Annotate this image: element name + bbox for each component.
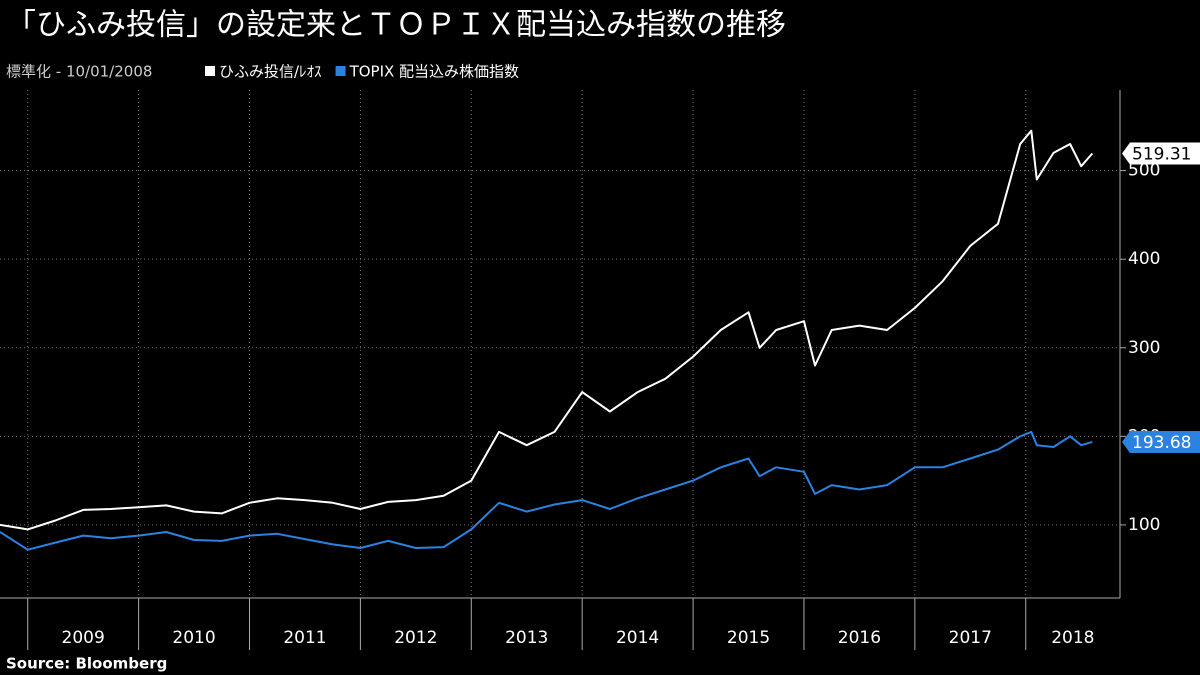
x-tick-label: 2013 [505, 628, 548, 648]
end-label-box [1122, 142, 1200, 165]
series-line [0, 430, 1093, 551]
end-label: 193.68 [1122, 430, 1200, 453]
end-label-text: 193.68 [1132, 433, 1191, 453]
x-tick-label: 2016 [838, 628, 881, 648]
chart-title: 「ひふみ投信」の設定来とＴＯＰＩＸ配当込み指数の推移 [6, 8, 786, 43]
source: Source: Bloomberg [6, 655, 167, 673]
y-tick-label: 400 [1128, 249, 1160, 269]
end-label: 519.31 [1122, 142, 1200, 165]
x-tick-label: 2018 [1051, 628, 1094, 648]
y-tick-label: 100 [1128, 515, 1160, 535]
y-tick-label: 300 [1128, 338, 1160, 358]
x-tick-label: 2012 [394, 628, 437, 648]
end-label-text: 519.31 [1132, 145, 1191, 165]
x-tick-label: 2017 [949, 628, 992, 648]
series-line [0, 129, 1094, 531]
legend-swatch [335, 66, 346, 76]
y-tick-label: 500 [1128, 161, 1160, 181]
end-label-box [1122, 430, 1200, 453]
x-tick-label: 2009 [62, 628, 105, 648]
subtitle: 標準化 - 10/01/2008 [6, 63, 152, 81]
legend-label: ひふみ投信/ﾚｵｽ [219, 63, 322, 81]
x-tick-label: 2015 [727, 628, 770, 648]
legend-swatch [205, 66, 215, 76]
x-tick-label: 2010 [172, 628, 215, 648]
x-tick-label: 2011 [283, 628, 326, 648]
x-tick-label: 2014 [616, 628, 659, 648]
legend-label: TOPIX 配当込み株価指数 [349, 63, 519, 81]
